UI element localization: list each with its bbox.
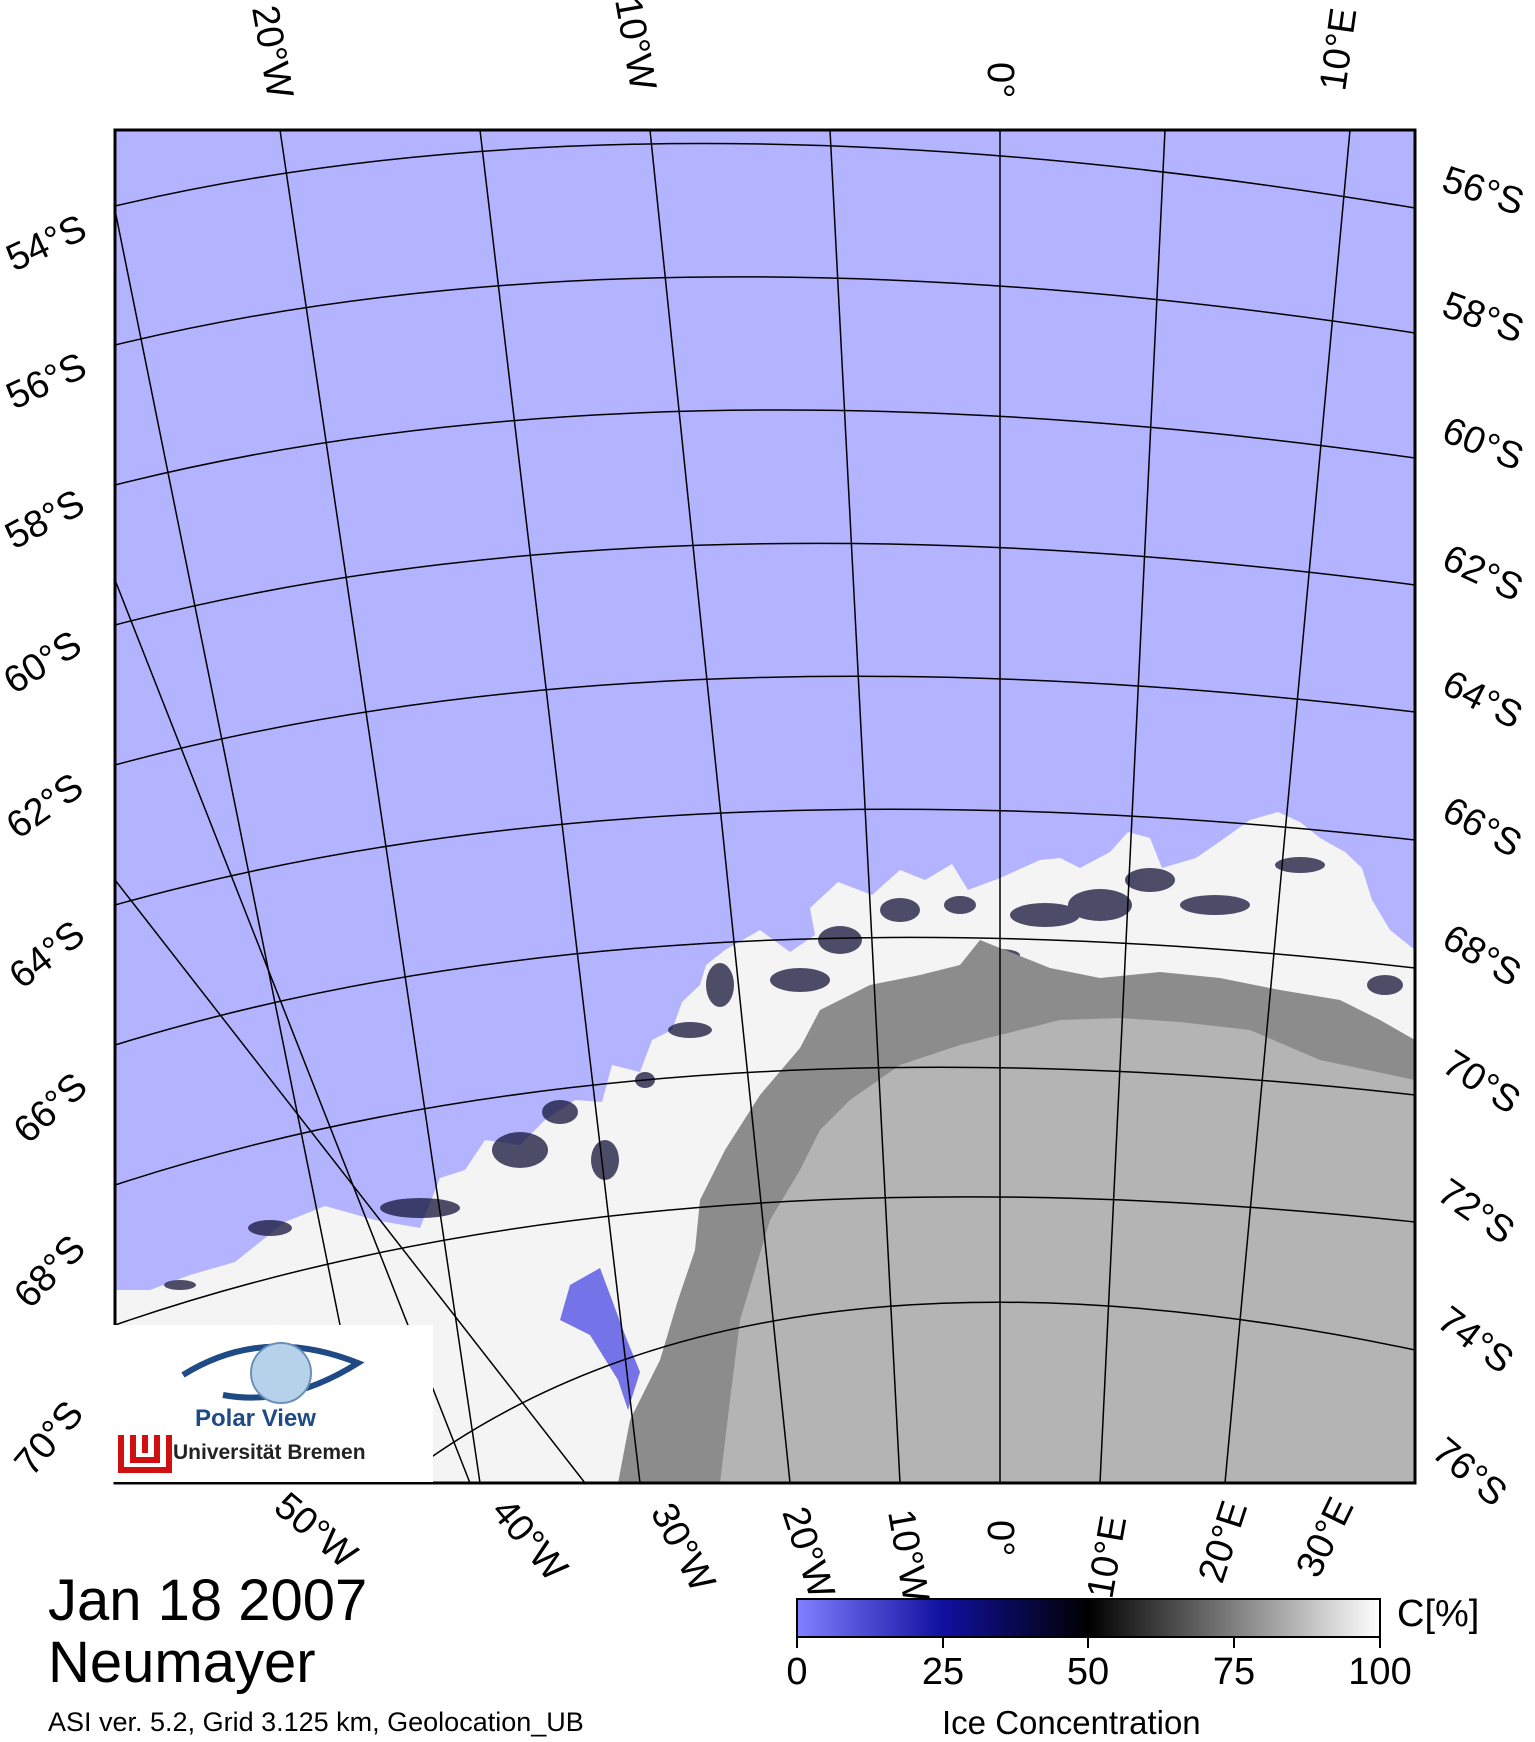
logo-title: Polar View [195, 1405, 316, 1432]
colorbar-ticks [796, 1637, 1381, 1648]
right-lat-label: 68°S [1435, 917, 1528, 996]
graticule [115, 130, 1415, 1483]
left-lat-label: 54°S [0, 207, 93, 280]
bottom-lon-label: 20°E [1191, 1496, 1257, 1588]
left-lat-label: 68°S [6, 1228, 94, 1317]
bottom-lon-label: 40°W [483, 1491, 575, 1590]
right-lat-label: 70°S [1435, 1042, 1527, 1122]
right-lat-label: 56°S [1437, 159, 1529, 225]
colorbar-title: Ice Concentration [942, 1704, 1201, 1741]
left-lat-label: 64°S [2, 913, 93, 997]
left-lat-label: 66°S [6, 1065, 96, 1152]
globe-icon [250, 1342, 312, 1404]
right-lat-label: 60°S [1437, 409, 1530, 479]
right-lat-label: 74°S [1430, 1299, 1521, 1382]
polar-view-logo: Polar View Universität Bremen [113, 1325, 433, 1482]
colorbar-tick-label: 100 [1348, 1651, 1412, 1693]
colorbar-unit: C[%] [1397, 1593, 1480, 1635]
right-lat-label: 72°S [1430, 1171, 1522, 1253]
left-lat-label: 70°S [7, 1393, 92, 1483]
top-lon-label-10w: 10°W [606, 0, 664, 94]
top-lon-label-20w: 20°W [243, 2, 301, 101]
polynya [560, 1268, 640, 1410]
map-frame [113, 128, 1417, 1485]
colorbar-tick-label: 25 [921, 1651, 965, 1693]
logo-subtitle: Universität Bremen [173, 1441, 366, 1464]
bremen-emblem-icon [118, 1435, 172, 1473]
bottom-lon-label: 50°W [266, 1485, 365, 1577]
left-lat-label: 56°S [0, 345, 93, 418]
colorbar-tick-label: 75 [1212, 1651, 1256, 1693]
right-lat-label: 62°S [1436, 537, 1529, 610]
processing-info: ASI ver. 5.2, Grid 3.125 km, Geolocation… [48, 1707, 584, 1737]
right-lat-label: 58°S [1437, 284, 1529, 352]
colorbar-tick-label: 50 [1066, 1651, 1110, 1693]
bottom-lon-label: 10°W [879, 1506, 937, 1605]
top-lon-label-0: 0° [979, 62, 1021, 98]
bottom-lon-label: 30°W [642, 1497, 723, 1599]
top-lon-label-10e: 10°E [1312, 5, 1365, 93]
bottom-lon-label: 30°E [1288, 1491, 1362, 1584]
left-lat-label: 58°S [0, 482, 91, 558]
right-lat-label: 66°S [1436, 789, 1529, 866]
right-lat-label: 76°S [1424, 1430, 1514, 1515]
station-name: Neumayer [48, 1630, 316, 1695]
colorbar-tick-label: 0 [786, 1651, 808, 1693]
colorbar [796, 1598, 1381, 1638]
bottom-lon-label: 10°E [1080, 1513, 1136, 1602]
right-lat-label: 64°S [1436, 663, 1529, 738]
bottom-lon-label: 20°W [773, 1502, 842, 1604]
left-lat-label: 60°S [0, 623, 89, 703]
left-lat-label: 62°S [0, 765, 91, 847]
bottom-lon-label: 0° [979, 1520, 1021, 1556]
map-date: Jan 18 2007 [48, 1568, 368, 1633]
